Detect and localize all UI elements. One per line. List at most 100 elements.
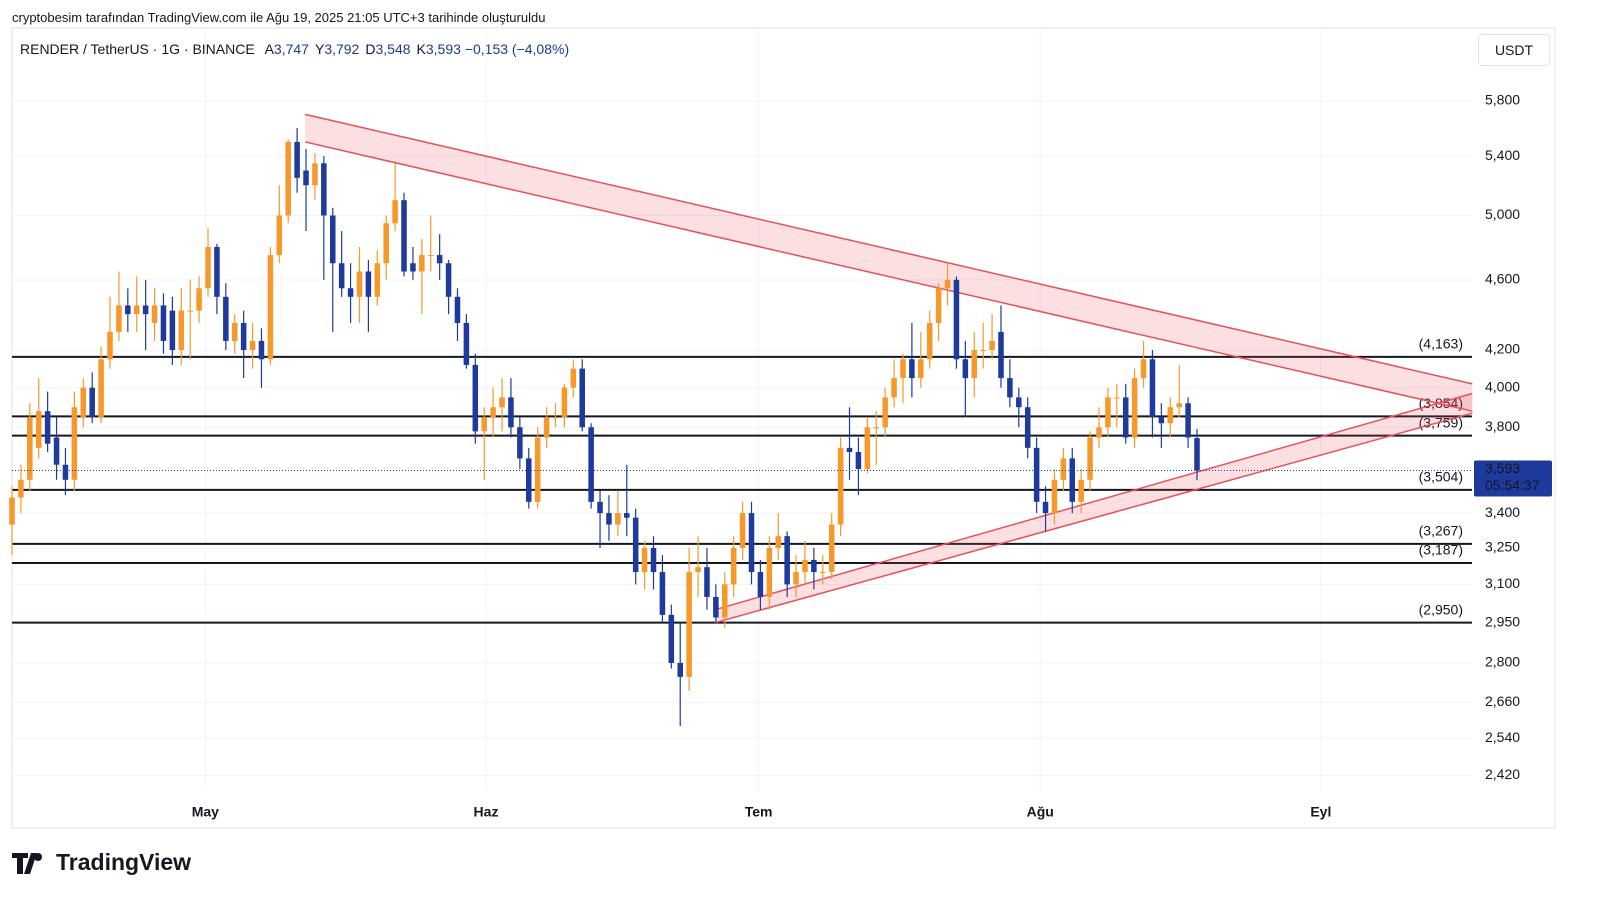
candle-body bbox=[499, 397, 505, 408]
candle-body bbox=[926, 322, 933, 360]
candle-body bbox=[526, 458, 532, 502]
candle-body bbox=[597, 501, 603, 514]
candle-body bbox=[1185, 403, 1191, 438]
candle-body bbox=[1167, 407, 1174, 424]
candle-body bbox=[953, 279, 960, 360]
candle-body bbox=[534, 437, 541, 502]
candle-body bbox=[632, 517, 639, 573]
candle-body bbox=[80, 387, 87, 418]
candle-body bbox=[918, 359, 924, 379]
y-tick-label: 5,400 bbox=[1485, 147, 1520, 163]
trend-line bbox=[714, 412, 1473, 624]
candle-body bbox=[820, 572, 826, 574]
candle-body bbox=[142, 305, 149, 315]
price-tag bbox=[1474, 460, 1552, 497]
candle-body bbox=[615, 513, 621, 525]
candle-body bbox=[1016, 397, 1022, 408]
candle-body bbox=[1069, 458, 1076, 502]
candle-body bbox=[1024, 407, 1031, 448]
level-label: (2,950) bbox=[1419, 601, 1463, 617]
candle-body bbox=[855, 452, 862, 470]
candle-body bbox=[374, 263, 381, 297]
level-label: (3,187) bbox=[1419, 542, 1463, 558]
candle-body bbox=[98, 359, 104, 418]
level-label: (3,759) bbox=[1419, 414, 1463, 430]
candle-body bbox=[71, 407, 78, 480]
candle-body bbox=[338, 263, 345, 289]
candle-body bbox=[329, 215, 336, 264]
x-tick-label: Tem bbox=[745, 804, 773, 820]
y-tick-label: 2,800 bbox=[1485, 654, 1520, 670]
candle-body bbox=[962, 359, 969, 379]
candle-body bbox=[971, 350, 978, 379]
candle-body bbox=[285, 141, 291, 216]
trend-band bbox=[714, 393, 1473, 623]
logo bbox=[12, 853, 42, 874]
candle-body bbox=[231, 322, 238, 341]
pane-border bbox=[11, 27, 1556, 829]
candle-body bbox=[1114, 397, 1120, 399]
candle-body bbox=[1131, 378, 1138, 438]
candle-body bbox=[160, 305, 167, 341]
candle-body bbox=[730, 547, 737, 585]
y-tick-label: 4,200 bbox=[1485, 341, 1520, 357]
candle-body bbox=[811, 559, 817, 573]
ohlc-value: 3,593 bbox=[425, 41, 461, 57]
candle-body bbox=[1176, 403, 1182, 408]
y-tick-label: 4,600 bbox=[1485, 271, 1520, 287]
y-tick-label: 5,800 bbox=[1485, 92, 1520, 108]
candle-body bbox=[944, 279, 951, 289]
candle-body bbox=[463, 322, 470, 365]
candle-body bbox=[27, 417, 33, 480]
candle-body bbox=[89, 387, 95, 418]
change: −0,153 (−4,08%) bbox=[464, 41, 570, 57]
x-tick-label: Ağu bbox=[1027, 804, 1054, 820]
candle-body bbox=[909, 359, 915, 379]
candle-body bbox=[650, 547, 657, 573]
candle-body bbox=[641, 547, 648, 573]
ohlc-value: 3,792 bbox=[324, 41, 360, 57]
candle-body bbox=[419, 255, 425, 272]
candle-body bbox=[570, 368, 577, 388]
candle-body bbox=[427, 255, 434, 257]
candle-body bbox=[517, 427, 523, 459]
candle-body bbox=[107, 331, 113, 360]
candle-body bbox=[53, 437, 60, 465]
candle-body bbox=[1060, 458, 1067, 480]
candle-body bbox=[445, 263, 452, 297]
candle-body bbox=[784, 536, 790, 585]
candle-body bbox=[169, 310, 176, 351]
trend-line bbox=[714, 392, 1473, 611]
candle-body bbox=[686, 572, 692, 677]
candle-body bbox=[196, 288, 202, 311]
currency-button[interactable]: USDT bbox=[1478, 34, 1550, 66]
candle-body bbox=[659, 572, 666, 615]
candle-body bbox=[1158, 417, 1165, 424]
candle-body bbox=[178, 310, 185, 351]
symbol: RENDER / TetherUS · 1G · BINANCE bbox=[20, 41, 255, 57]
candle-body bbox=[1122, 397, 1129, 438]
candle-body bbox=[757, 572, 764, 597]
candle-body bbox=[133, 305, 140, 315]
candle-body bbox=[303, 170, 309, 186]
candle-body bbox=[998, 331, 1004, 379]
candle-body bbox=[347, 288, 354, 297]
symbol-legend: RENDER / TetherUS · 1G · BINANCE A3,747 Y… bbox=[20, 41, 569, 57]
candle-body bbox=[18, 479, 24, 498]
candle-body bbox=[187, 310, 193, 312]
countdown: 05:54:37 bbox=[1485, 477, 1540, 493]
level-label: (3,267) bbox=[1419, 523, 1463, 539]
y-tick-label: 2,540 bbox=[1485, 729, 1520, 745]
trend-band bbox=[305, 114, 1473, 412]
y-tick-label: 3,250 bbox=[1485, 539, 1520, 555]
candle-body bbox=[668, 614, 675, 663]
ohlc-value: 3,548 bbox=[375, 41, 411, 57]
candle-body bbox=[392, 200, 398, 224]
candle-body bbox=[1194, 438, 1200, 471]
candle-body bbox=[713, 596, 719, 618]
candle-body bbox=[223, 296, 229, 341]
candle-body bbox=[1051, 479, 1058, 514]
candle-body bbox=[258, 340, 265, 360]
brand: TradingView bbox=[56, 849, 191, 875]
